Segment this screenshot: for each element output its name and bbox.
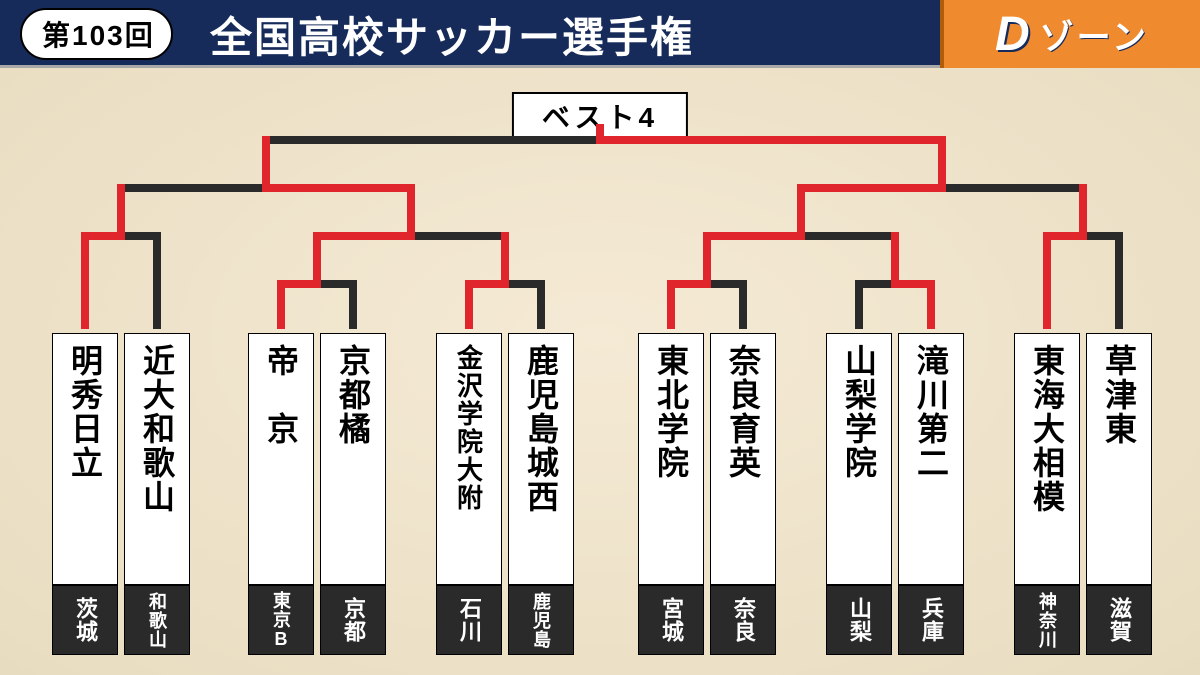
zone-letter: D (995, 7, 1030, 62)
team-prefecture: 和歌山 (124, 585, 190, 655)
team-prefecture: 滋賀 (1086, 585, 1152, 655)
team-box: 明秀日立茨城 (52, 333, 118, 655)
tournament-title: 全国高校サッカー選手権 (210, 4, 694, 65)
team-box: 東北学院宮城 (638, 333, 704, 655)
team-box: 滝川第二兵庫 (898, 333, 964, 655)
header-bar: 第103回 全国高校サッカー選手権 D ゾーン (0, 0, 1200, 68)
team-box: 京都橘京都 (320, 333, 386, 655)
zone-box: D ゾーン (940, 0, 1200, 68)
team-prefecture: 奈良 (710, 585, 776, 655)
team-prefecture: 神奈川 (1014, 585, 1080, 655)
edition-badge: 第103回 (20, 8, 173, 60)
team-prefecture: 兵庫 (898, 585, 964, 655)
team-name: 東海大相模 (1014, 333, 1080, 585)
team-box: 帝 京東京B (248, 333, 314, 655)
team-prefecture: 宮城 (638, 585, 704, 655)
team-name: 帝 京 (248, 333, 314, 585)
team-prefecture: 茨城 (52, 585, 118, 655)
team-name: 奈良育英 (710, 333, 776, 585)
team-prefecture: 東京B (248, 585, 314, 655)
team-prefecture: 鹿児島 (508, 585, 574, 655)
team-box: 金沢学院大附石川 (436, 333, 502, 655)
team-name: 草津東 (1086, 333, 1152, 585)
team-name: 金沢学院大附 (436, 333, 502, 585)
team-prefecture: 京都 (320, 585, 386, 655)
team-name: 京都橘 (320, 333, 386, 585)
zone-text: ゾーン (1040, 10, 1149, 59)
team-box: 山梨学院山梨 (826, 333, 892, 655)
teams-row: 明秀日立茨城近大和歌山和歌山帝 京東京B京都橘京都金沢学院大附石川鹿児島城西鹿児… (0, 305, 1200, 655)
team-box: 鹿児島城西鹿児島 (508, 333, 574, 655)
team-name: 滝川第二 (898, 333, 964, 585)
team-prefecture: 石川 (436, 585, 502, 655)
team-name: 明秀日立 (52, 333, 118, 585)
team-box: 奈良育英奈良 (710, 333, 776, 655)
team-box: 草津東滋賀 (1086, 333, 1152, 655)
team-name: 近大和歌山 (124, 333, 190, 585)
team-name: 東北学院 (638, 333, 704, 585)
team-name: 山梨学院 (826, 333, 892, 585)
team-prefecture: 山梨 (826, 585, 892, 655)
team-box: 東海大相模神奈川 (1014, 333, 1080, 655)
team-name: 鹿児島城西 (508, 333, 574, 585)
team-box: 近大和歌山和歌山 (124, 333, 190, 655)
best4-label: ベスト4 (512, 92, 688, 140)
